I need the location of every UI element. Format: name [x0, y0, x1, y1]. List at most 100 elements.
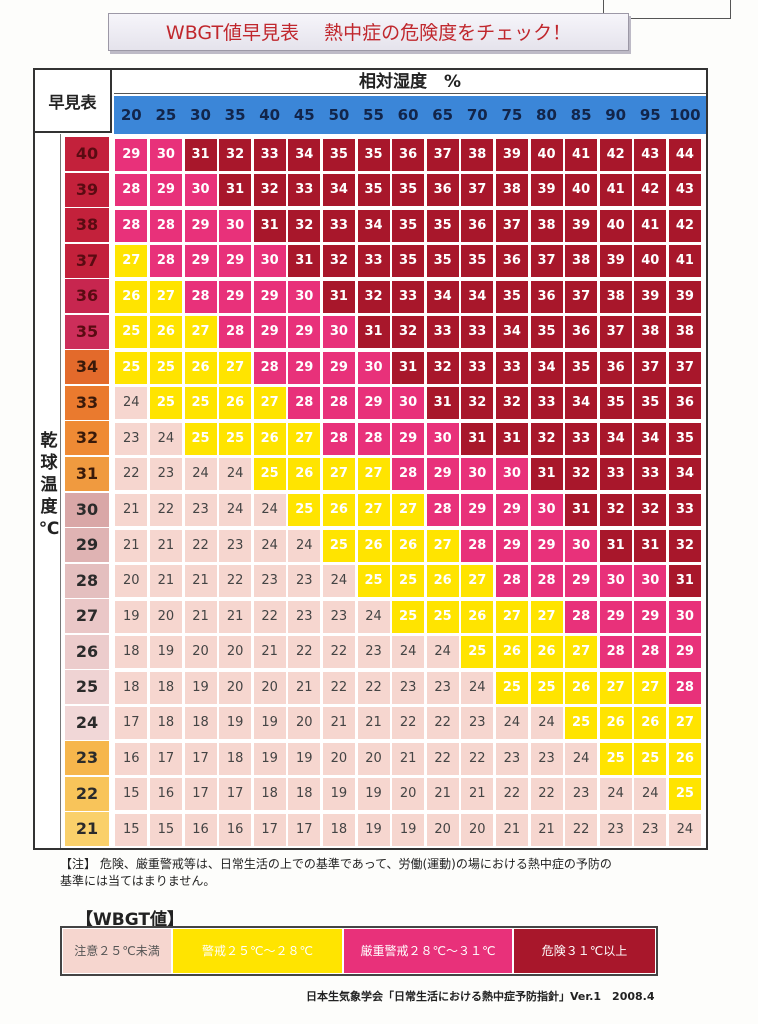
wbgt-cell: 38	[668, 316, 701, 349]
wbgt-cell: 44	[668, 138, 701, 171]
wbgt-cell: 26	[461, 600, 494, 633]
wbgt-cell: 24	[253, 529, 286, 562]
wbgt-cell: 25	[219, 422, 252, 455]
temperature-row-header: 30	[65, 492, 109, 527]
temperature-row-header: 25	[65, 670, 109, 705]
wbgt-cell: 29	[495, 494, 528, 526]
wbgt-cell: 23	[149, 458, 182, 491]
wbgt-cell: 23	[288, 600, 321, 633]
wbgt-cell: 29	[253, 280, 286, 313]
wbgt-cell: 30	[634, 565, 667, 598]
wbgt-cell: 28	[219, 316, 252, 349]
wbgt-cell: 21	[426, 778, 459, 811]
wbgt-cell: 31	[253, 209, 286, 242]
wbgt-cell: 31	[288, 245, 321, 278]
wbgt-cell: 27	[149, 280, 182, 313]
wbgt-cell: 24	[219, 494, 252, 526]
wbgt-cell: 31	[426, 387, 459, 420]
wbgt-cell: 21	[357, 707, 390, 740]
wbgt-cell: 39	[495, 138, 528, 171]
note-line-1: 【注】 危険、厳重警戒等は、日常生活の上での基準であって、労働(運動)の場におけ…	[60, 857, 612, 871]
wbgt-cell: 20	[115, 565, 148, 598]
wbgt-cell: 42	[668, 209, 701, 242]
wbgt-cell: 28	[634, 636, 667, 669]
humidity-column-header: 20	[120, 106, 142, 124]
wbgt-cell: 28	[565, 600, 598, 633]
wbgt-cell: 23	[219, 529, 252, 562]
legend-item: 注意２５℃未満	[63, 929, 171, 973]
wbgt-cell: 27	[357, 458, 390, 491]
wbgt-cell: 30	[184, 174, 217, 207]
wbgt-cell: 24	[495, 707, 528, 740]
legend-item: 厳重警戒２８℃～３１℃	[344, 929, 512, 973]
wbgt-cell: 23	[634, 813, 667, 846]
wbgt-cell: 36	[392, 138, 425, 171]
wbgt-cell: 18	[149, 671, 182, 704]
wbgt-cell: 29	[149, 174, 182, 207]
wbgt-cell: 34	[668, 458, 701, 491]
wbgt-cell: 32	[599, 494, 632, 526]
wbgt-cell: 26	[149, 316, 182, 349]
wbgt-cell: 17	[184, 778, 217, 811]
wbgt-cell: 34	[565, 387, 598, 420]
wbgt-cell: 35	[392, 209, 425, 242]
wbgt-cell: 39	[530, 174, 563, 207]
temperature-row-header: 39	[65, 172, 109, 207]
wbgt-cell: 33	[495, 351, 528, 384]
wbgt-cell: 41	[634, 209, 667, 242]
wbgt-cell: 22	[184, 529, 217, 562]
wbgt-cell: 37	[634, 351, 667, 384]
wbgt-cell: 21	[149, 529, 182, 562]
wbgt-cell: 19	[115, 600, 148, 633]
wbgt-cell: 32	[565, 458, 598, 491]
wbgt-cell: 39	[634, 280, 667, 313]
wbgt-cell: 28	[461, 529, 494, 562]
wbgt-cell: 16	[149, 778, 182, 811]
wbgt-cell: 20	[288, 707, 321, 740]
wbgt-cell: 20	[219, 636, 252, 669]
wbgt-cell: 32	[495, 387, 528, 420]
wbgt-cell: 32	[219, 138, 252, 171]
wbgt-cell: 31	[461, 422, 494, 455]
table-note: 【注】 危険、厳重警戒等は、日常生活の上での基準であって、労働(運動)の場におけ…	[60, 856, 710, 890]
wbgt-cell: 21	[288, 671, 321, 704]
wbgt-cell: 20	[461, 813, 494, 846]
wbgt-cell: 32	[322, 245, 355, 278]
temperature-row-header: 29	[65, 528, 109, 563]
wbgt-cell: 24	[565, 742, 598, 775]
humidity-column-header: 80	[536, 106, 557, 124]
wbgt-cell: 34	[357, 209, 390, 242]
wbgt-cell: 40	[599, 209, 632, 242]
wbgt-cell: 17	[253, 813, 286, 846]
wbgt-cell: 33	[288, 174, 321, 207]
temperature-axis-char: 温	[40, 475, 58, 495]
wbgt-cell: 21	[461, 778, 494, 811]
wbgt-cell: 29	[288, 351, 321, 384]
wbgt-cell: 33	[599, 458, 632, 491]
wbgt-cell: 27	[426, 529, 459, 562]
wbgt-cell: 25	[495, 671, 528, 704]
wbgt-cell: 25	[184, 422, 217, 455]
humidity-column-header: 35	[224, 106, 246, 124]
wbgt-cell: 34	[634, 422, 667, 455]
wbgt-cell: 30	[668, 600, 701, 633]
wbgt-cell: 34	[461, 280, 494, 313]
wbgt-cell: 34	[530, 351, 563, 384]
wbgt-cell: 26	[288, 458, 321, 491]
wbgt-cell: 24	[219, 458, 252, 491]
wbgt-cell: 21	[219, 600, 252, 633]
wbgt-cell: 24	[288, 529, 321, 562]
wbgt-cell: 34	[288, 138, 321, 171]
wbgt-cell: 28	[668, 671, 701, 704]
wbgt-cell: 32	[357, 280, 390, 313]
table-corner-label: 早見表	[35, 70, 112, 133]
wbgt-cell: 39	[599, 245, 632, 278]
wbgt-cell: 40	[565, 174, 598, 207]
wbgt-cell: 28	[495, 565, 528, 598]
wbgt-cell: 22	[322, 671, 355, 704]
temperature-axis-char: 度	[40, 497, 58, 517]
wbgt-cell: 35	[322, 138, 355, 171]
wbgt-cell: 23	[461, 707, 494, 740]
wbgt-cell: 36	[599, 351, 632, 384]
wbgt-cell: 18	[115, 636, 148, 669]
